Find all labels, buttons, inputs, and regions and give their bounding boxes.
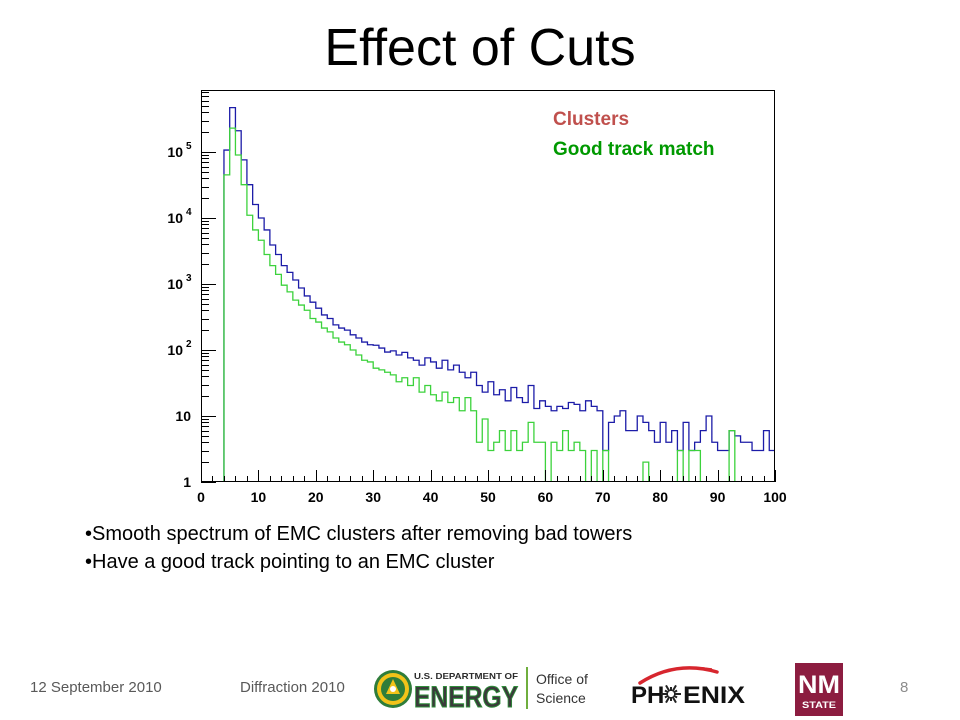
x-tick-label: 0 <box>197 489 205 505</box>
nmstate-logo-block <box>795 663 843 716</box>
y-tick-label: 10 <box>167 276 183 292</box>
x-tick-label: 50 <box>480 489 496 505</box>
y-tick-label-exponent: 2 <box>186 339 192 350</box>
x-tick-label: 20 <box>308 489 324 505</box>
x-tick-label: 30 <box>365 489 381 505</box>
y-tick-label-exponent: 5 <box>186 141 192 152</box>
phenix-swoosh-icon <box>638 666 719 685</box>
doe-logo: U.S. DEPARTMENT OF ENERGY Office of Scie… <box>374 667 588 715</box>
bullet-item: •Have a good track pointing to an EMC cl… <box>85 551 495 573</box>
footer-date: 12 September 2010 <box>30 679 162 696</box>
y-tick-label: 1 <box>183 474 191 490</box>
bullet-item: •Smooth spectrum of EMC clusters after r… <box>85 523 633 545</box>
y-tick-label-exponent: 3 <box>186 273 192 284</box>
series-line-clusters <box>201 106 775 482</box>
x-tick-label: 10 <box>251 489 267 505</box>
legend-entry-clusters: Clusters <box>553 109 630 130</box>
y-tick-label-exponent: 4 <box>186 207 192 218</box>
doe-logo-energy: ENERGY <box>414 681 518 714</box>
phenix-logo-right: ENIX <box>683 682 745 709</box>
y-tick-label: 10 <box>167 144 183 160</box>
legend-entry-good-track-match: Good track match <box>553 139 715 160</box>
doe-logo-divider <box>526 667 528 709</box>
y-tick-label: 10 <box>167 210 183 226</box>
doe-logo-science: Science <box>536 690 586 706</box>
phenix-logo: PH ENIX <box>631 666 745 709</box>
bullet-list: •Smooth spectrum of EMC clusters after r… <box>85 520 632 576</box>
x-tick-label: 90 <box>710 489 726 505</box>
x-tick-label: 60 <box>538 489 554 505</box>
doe-logo-line1: U.S. DEPARTMENT OF <box>414 671 518 681</box>
slide-title: Effect of Cuts <box>324 19 636 77</box>
plot-area <box>201 106 775 482</box>
series-line-good-track-match <box>201 127 775 482</box>
phenix-logo-left: PH <box>631 682 664 709</box>
page-number: 8 <box>900 679 909 696</box>
doe-seal-icon <box>374 670 412 708</box>
x-tick-label: 40 <box>423 489 439 505</box>
x-tick-label: 80 <box>652 489 668 505</box>
phenix-sunburst-icon <box>661 684 681 704</box>
phenix-swoosh-icon <box>651 666 713 677</box>
x-tick-label: 70 <box>595 489 611 505</box>
y-tick-label: 10 <box>175 408 191 424</box>
nmstate-logo-top: NM <box>798 671 840 699</box>
doe-logo-office: Office of <box>536 671 588 687</box>
nmstate-logo: NM STATE <box>795 663 843 716</box>
y-tick-label: 10 <box>167 342 183 358</box>
footer-event: Diffraction 2010 <box>240 679 345 696</box>
nmstate-logo-bottom: STATE <box>802 700 836 710</box>
plot-frame <box>201 90 775 482</box>
x-tick-label: 100 <box>763 489 787 505</box>
